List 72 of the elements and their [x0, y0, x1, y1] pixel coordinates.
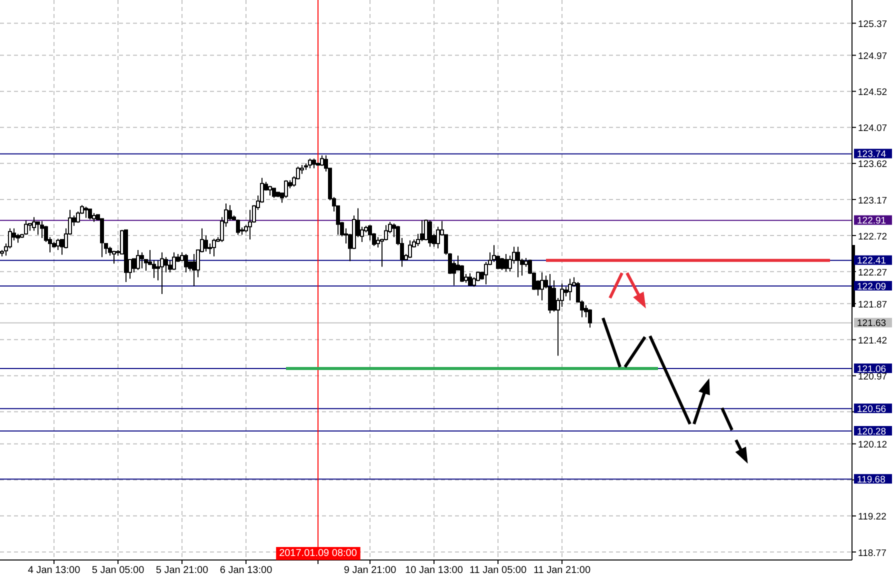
- y-tick-label: 123.17: [858, 195, 888, 206]
- candlestick: [104, 243, 108, 254]
- ref-line-label: 122.41: [857, 256, 886, 267]
- candlestick: [168, 260, 172, 273]
- x-tick-label: 4 Jan 13:00: [28, 565, 81, 576]
- candlestick: [204, 235, 208, 252]
- candlestick: [284, 180, 288, 198]
- y-tick-label: 124.52: [858, 87, 888, 98]
- candlestick: [588, 308, 592, 328]
- candlestick: [24, 220, 28, 236]
- ref-line-label: 120.56: [857, 404, 886, 415]
- candlestick: [184, 253, 188, 273]
- candlestick: [236, 219, 240, 236]
- candlestick: [500, 257, 504, 270]
- y-tick-label: 120.97: [858, 372, 888, 383]
- candlestick: [516, 246, 520, 278]
- x-tick-label: 10 Jan 13:00: [405, 565, 464, 576]
- ref-line-label: 121.63: [857, 318, 886, 330]
- candlestick: [40, 220, 44, 238]
- candlestick: [32, 216, 36, 232]
- candlestick: [428, 220, 432, 248]
- ref-line-label: 119.68: [857, 474, 886, 486]
- y-tick-label: 121.42: [858, 335, 888, 346]
- candlestick: [548, 273, 552, 314]
- x-tick-label: 6 Jan 13:00: [220, 565, 273, 576]
- candlestick: [152, 260, 156, 278]
- y-tick-label: 124.97: [858, 51, 888, 62]
- y-tick-label: 124.07: [858, 123, 888, 134]
- candlestick: [568, 278, 572, 301]
- candlestick: [84, 206, 88, 218]
- x-tick-label: 11 Jan 05:00: [469, 565, 527, 576]
- candlestick: [36, 221, 40, 236]
- candlestick: [112, 250, 116, 264]
- candlestick: [420, 220, 424, 242]
- candlestick: [504, 253, 508, 272]
- ref-line-label: 122.91: [857, 216, 886, 227]
- candlestick: [540, 272, 544, 301]
- x-tick-label: 11 Jan 21:00: [533, 565, 591, 576]
- y-tick-label: 123.62: [858, 159, 888, 170]
- x-tick-label: 5 Jan 05:00: [92, 565, 145, 576]
- candlestick: [192, 253, 196, 287]
- candlestick: [248, 209, 252, 240]
- candlestick: [172, 252, 176, 270]
- candlestick: [164, 256, 168, 273]
- candlestick: [408, 240, 412, 258]
- y-tick-label: 121.87: [858, 299, 888, 310]
- candlestick: [308, 158, 312, 169]
- y-tick-label: 122.72: [858, 231, 888, 242]
- candlestick: [312, 158, 316, 169]
- candlestick: [212, 238, 216, 257]
- candlestick: [272, 188, 276, 198]
- y-tick-label: 125.37: [858, 19, 888, 30]
- candlestick: [88, 208, 92, 220]
- candlestick: [460, 264, 464, 283]
- ref-line-label: 123.74: [857, 149, 886, 160]
- x-tick-label: 9 Jan 21:00: [344, 565, 397, 576]
- x-tick-label: 5 Jan 21:00: [156, 565, 209, 576]
- candlestick: [484, 261, 488, 285]
- candlestick: [228, 204, 232, 221]
- candlestick: [140, 252, 144, 269]
- x-tick-label: 2017.01.09 08:00: [279, 548, 358, 559]
- ref-line-label: 120.28: [857, 426, 886, 438]
- y-tick-label: 120.12: [858, 440, 888, 451]
- candlestick: [132, 258, 136, 273]
- candlestick: [468, 272, 472, 287]
- ref-line-label: 122.09: [857, 281, 886, 292]
- candlestick: [160, 252, 164, 295]
- y-tick-label: 119.22: [858, 512, 886, 523]
- candlestick: [56, 238, 60, 250]
- y-tick-label: 118.77: [858, 548, 886, 559]
- candlestick: [136, 249, 140, 270]
- y-tick-label: 122.27: [858, 267, 888, 278]
